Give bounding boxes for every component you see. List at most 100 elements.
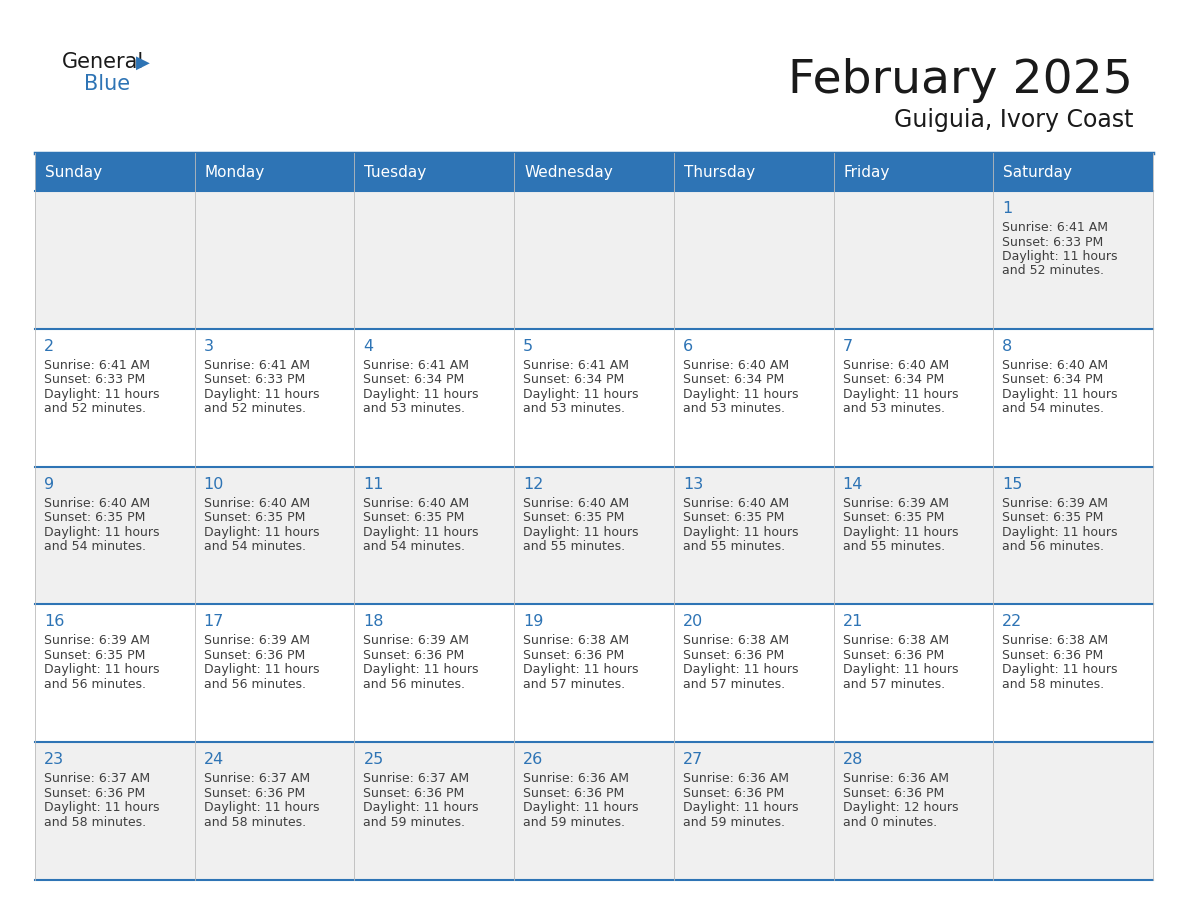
Bar	[195, 329, 354, 466]
Text: Sunset: 6:36 PM: Sunset: 6:36 PM	[683, 787, 784, 800]
Bar	[354, 604, 514, 742]
Text: Sunset: 6:36 PM: Sunset: 6:36 PM	[523, 649, 625, 662]
Text: Sunrise: 6:41 AM: Sunrise: 6:41 AM	[203, 359, 310, 372]
Text: Daylight: 11 hours: Daylight: 11 hours	[842, 526, 958, 539]
Text: Sunset: 6:33 PM: Sunset: 6:33 PM	[203, 374, 305, 386]
Bar	[834, 466, 993, 604]
Text: Wednesday: Wednesday	[524, 164, 613, 180]
Text: and 55 minutes.: and 55 minutes.	[842, 540, 944, 554]
Text: Daylight: 11 hours: Daylight: 11 hours	[523, 526, 639, 539]
Text: Saturday: Saturday	[1004, 164, 1073, 180]
Text: Thursday: Thursday	[684, 164, 756, 180]
Bar	[34, 191, 195, 329]
Bar	[674, 742, 834, 880]
Text: Daylight: 11 hours: Daylight: 11 hours	[523, 801, 639, 814]
Bar	[993, 329, 1154, 466]
Text: 13: 13	[683, 476, 703, 492]
Text: and 59 minutes.: and 59 minutes.	[364, 816, 466, 829]
Text: Daylight: 11 hours: Daylight: 11 hours	[44, 387, 159, 401]
Text: 12: 12	[523, 476, 544, 492]
Bar	[354, 466, 514, 604]
Text: Sunset: 6:36 PM: Sunset: 6:36 PM	[44, 787, 145, 800]
Text: Daylight: 11 hours: Daylight: 11 hours	[1003, 526, 1118, 539]
Text: and 56 minutes.: and 56 minutes.	[1003, 540, 1105, 554]
Text: and 56 minutes.: and 56 minutes.	[203, 677, 305, 691]
Text: Sunday: Sunday	[45, 164, 102, 180]
Text: Daylight: 11 hours: Daylight: 11 hours	[44, 801, 159, 814]
Text: 3: 3	[203, 339, 214, 353]
Text: Sunset: 6:35 PM: Sunset: 6:35 PM	[1003, 511, 1104, 524]
Text: Daylight: 11 hours: Daylight: 11 hours	[523, 387, 639, 401]
Text: and 52 minutes.: and 52 minutes.	[1003, 264, 1105, 277]
Text: Daylight: 11 hours: Daylight: 11 hours	[364, 664, 479, 677]
Text: 1: 1	[1003, 201, 1012, 216]
Text: Daylight: 11 hours: Daylight: 11 hours	[44, 526, 159, 539]
Text: Daylight: 11 hours: Daylight: 11 hours	[842, 387, 958, 401]
Text: Monday: Monday	[204, 164, 265, 180]
Text: 11: 11	[364, 476, 384, 492]
Text: Sunset: 6:34 PM: Sunset: 6:34 PM	[523, 374, 625, 386]
Text: Daylight: 11 hours: Daylight: 11 hours	[1003, 664, 1118, 677]
Text: Sunrise: 6:38 AM: Sunrise: 6:38 AM	[842, 634, 949, 647]
Text: and 0 minutes.: and 0 minutes.	[842, 816, 936, 829]
Bar	[834, 742, 993, 880]
Text: Sunrise: 6:41 AM: Sunrise: 6:41 AM	[523, 359, 630, 372]
Bar	[834, 329, 993, 466]
Text: Sunrise: 6:38 AM: Sunrise: 6:38 AM	[683, 634, 789, 647]
Text: and 54 minutes.: and 54 minutes.	[44, 540, 146, 554]
Text: Daylight: 11 hours: Daylight: 11 hours	[364, 801, 479, 814]
Text: Sunrise: 6:37 AM: Sunrise: 6:37 AM	[203, 772, 310, 785]
Bar	[993, 742, 1154, 880]
Text: 16: 16	[44, 614, 64, 630]
Text: Sunrise: 6:39 AM: Sunrise: 6:39 AM	[364, 634, 469, 647]
Text: Sunset: 6:34 PM: Sunset: 6:34 PM	[1003, 374, 1104, 386]
Text: Sunrise: 6:38 AM: Sunrise: 6:38 AM	[1003, 634, 1108, 647]
Text: and 56 minutes.: and 56 minutes.	[364, 677, 466, 691]
Text: Sunrise: 6:36 AM: Sunrise: 6:36 AM	[842, 772, 948, 785]
Bar	[674, 191, 834, 329]
Text: 24: 24	[203, 752, 225, 767]
Text: and 59 minutes.: and 59 minutes.	[523, 816, 625, 829]
Text: Daylight: 11 hours: Daylight: 11 hours	[683, 664, 798, 677]
Text: Sunset: 6:36 PM: Sunset: 6:36 PM	[364, 649, 465, 662]
Text: 22: 22	[1003, 614, 1023, 630]
Text: Daylight: 11 hours: Daylight: 11 hours	[683, 526, 798, 539]
Text: Daylight: 11 hours: Daylight: 11 hours	[523, 664, 639, 677]
Text: and 53 minutes.: and 53 minutes.	[523, 402, 625, 415]
Text: 14: 14	[842, 476, 862, 492]
Text: Sunrise: 6:39 AM: Sunrise: 6:39 AM	[44, 634, 150, 647]
Text: Sunrise: 6:41 AM: Sunrise: 6:41 AM	[364, 359, 469, 372]
Text: Tuesday: Tuesday	[365, 164, 426, 180]
Bar	[834, 604, 993, 742]
Bar	[993, 153, 1154, 191]
Text: 17: 17	[203, 614, 225, 630]
Text: Sunset: 6:35 PM: Sunset: 6:35 PM	[44, 649, 145, 662]
Text: Sunset: 6:35 PM: Sunset: 6:35 PM	[842, 511, 944, 524]
Bar	[674, 466, 834, 604]
Text: 7: 7	[842, 339, 853, 353]
Text: Sunrise: 6:39 AM: Sunrise: 6:39 AM	[1003, 497, 1108, 509]
Text: Sunset: 6:36 PM: Sunset: 6:36 PM	[1003, 649, 1104, 662]
Text: Sunset: 6:33 PM: Sunset: 6:33 PM	[44, 374, 145, 386]
Text: Daylight: 11 hours: Daylight: 11 hours	[842, 664, 958, 677]
Text: and 54 minutes.: and 54 minutes.	[364, 540, 466, 554]
Bar	[195, 153, 354, 191]
Text: Sunrise: 6:36 AM: Sunrise: 6:36 AM	[523, 772, 630, 785]
Text: Daylight: 11 hours: Daylight: 11 hours	[44, 664, 159, 677]
Bar	[34, 153, 195, 191]
Text: Sunrise: 6:36 AM: Sunrise: 6:36 AM	[683, 772, 789, 785]
Text: and 52 minutes.: and 52 minutes.	[44, 402, 146, 415]
Text: Daylight: 11 hours: Daylight: 11 hours	[683, 801, 798, 814]
Text: 21: 21	[842, 614, 862, 630]
Text: and 58 minutes.: and 58 minutes.	[203, 816, 305, 829]
Text: Daylight: 11 hours: Daylight: 11 hours	[203, 526, 320, 539]
Text: 8: 8	[1003, 339, 1012, 353]
Text: Sunset: 6:35 PM: Sunset: 6:35 PM	[364, 511, 465, 524]
Text: Sunrise: 6:41 AM: Sunrise: 6:41 AM	[44, 359, 150, 372]
Text: Guiguia, Ivory Coast: Guiguia, Ivory Coast	[893, 108, 1133, 132]
Text: ▶: ▶	[135, 54, 150, 72]
Text: Daylight: 11 hours: Daylight: 11 hours	[364, 387, 479, 401]
Bar	[993, 604, 1154, 742]
Text: Sunset: 6:36 PM: Sunset: 6:36 PM	[842, 649, 943, 662]
Text: General: General	[62, 52, 144, 72]
